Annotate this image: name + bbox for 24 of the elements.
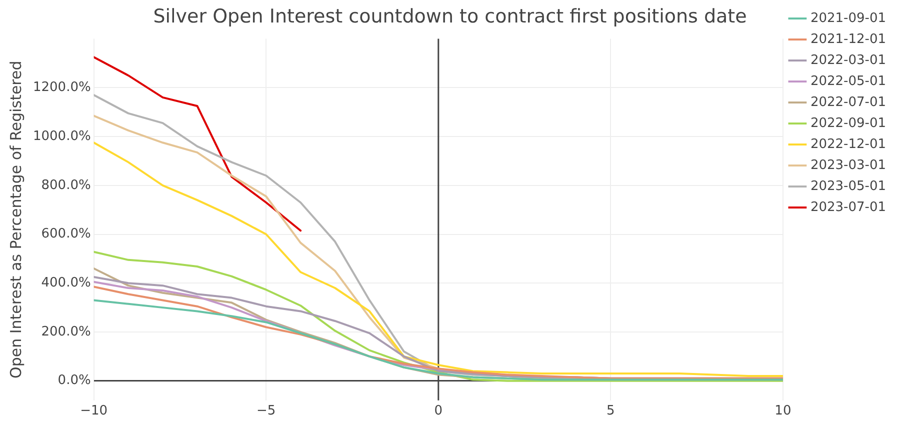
x-tick-label: 10 — [774, 404, 792, 419]
y-tick-label: 200.0% — [41, 324, 91, 340]
legend-label: 2022-12-01 — [810, 136, 886, 152]
y-tick-label: 1000.0% — [32, 128, 91, 144]
x-tick-label: −5 — [256, 404, 276, 419]
x-tick-label: 0 — [434, 404, 443, 419]
y-axis-title: Open Interest as Percentage of Registered — [6, 60, 25, 378]
legend-label: 2023-05-01 — [810, 178, 886, 194]
legend-label: 2022-09-01 — [810, 116, 886, 131]
x-tick-label: 5 — [606, 404, 615, 419]
y-tick-label: 0.0% — [58, 373, 91, 388]
y-tick-label: 400.0% — [41, 276, 91, 290]
legend-label: 2022-03-01 — [810, 52, 886, 68]
legend-label: 2022-07-01 — [810, 94, 886, 110]
y-tick-label: 600.0% — [41, 226, 91, 242]
chart-title: Silver Open Interest countdown to contract first positions date — [153, 5, 747, 28]
legend-label: 2023-03-01 — [810, 158, 886, 173]
legend-label: 2021-09-01 — [810, 10, 886, 26]
x-tick-label: −10 — [80, 404, 108, 419]
y-tick-label: 800.0% — [41, 178, 91, 193]
legend-label: 2023-07-01 — [810, 200, 886, 215]
legend-label: 2022-05-01 — [810, 74, 886, 89]
legend-label: 2021-12-01 — [810, 32, 886, 47]
y-tick-label: 1200.0% — [32, 80, 91, 96]
